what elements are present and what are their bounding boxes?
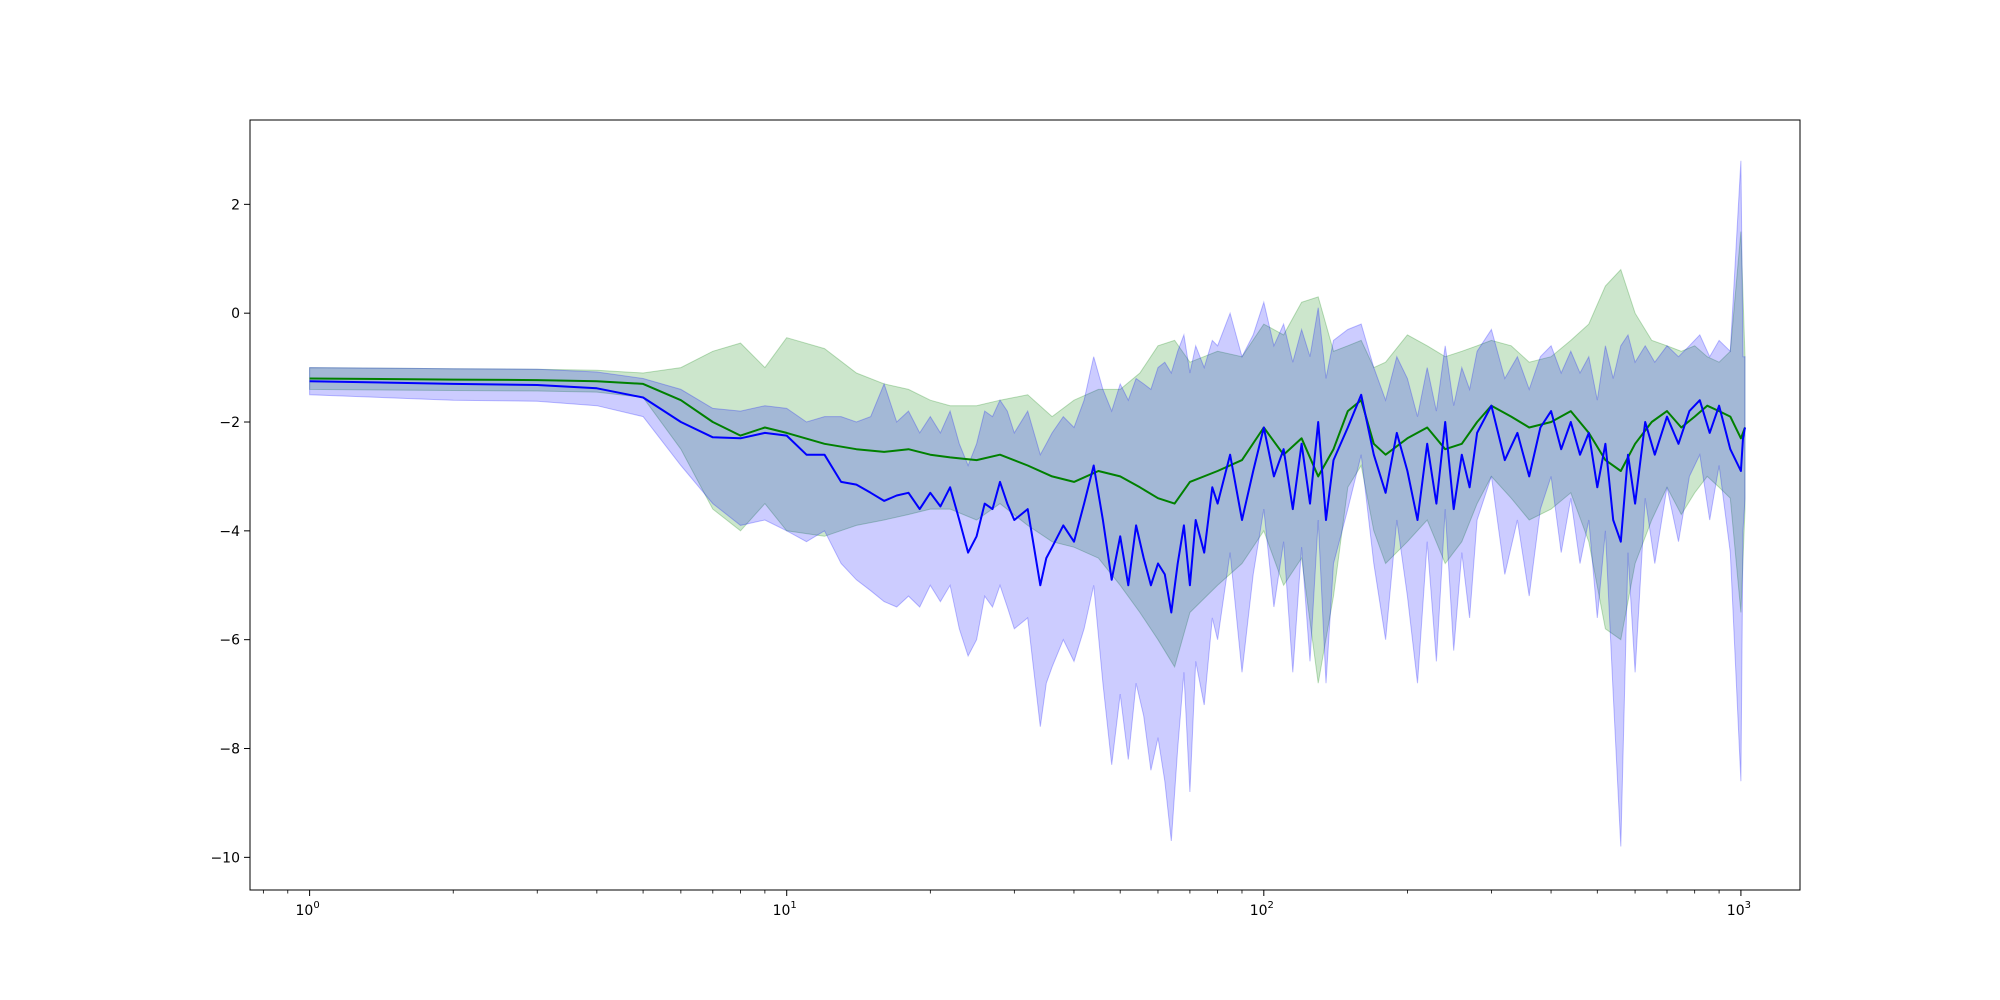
x-tick-label-1: 101 [773,900,797,919]
y-tick-label-4: −6 [219,633,240,649]
x-tick-label-2: 102 [1250,900,1274,919]
y-axis: 2 0 −2 −4 −6 −8 −10 [210,197,250,866]
series-1-band [309,160,1746,847]
series-lines [309,377,1746,614]
y-tick-label-5: −8 [219,742,240,758]
y-tick-label-1: 0 [231,306,240,322]
x-tick-label-3: 103 [1727,900,1751,919]
x-tick-label-0: 100 [296,900,320,919]
x-axis: 100 101 102 103 [262,890,1751,919]
confidence-bands [309,160,1746,847]
series-1-line [309,380,1746,614]
y-tick-label-6: −10 [210,850,240,866]
y-tick-label-3: −4 [219,524,240,540]
plot-frame [249,119,1801,891]
series-0-band [309,231,1746,684]
y-tick-label-2: −2 [219,415,240,431]
y-tick-label-0: 2 [231,197,240,213]
